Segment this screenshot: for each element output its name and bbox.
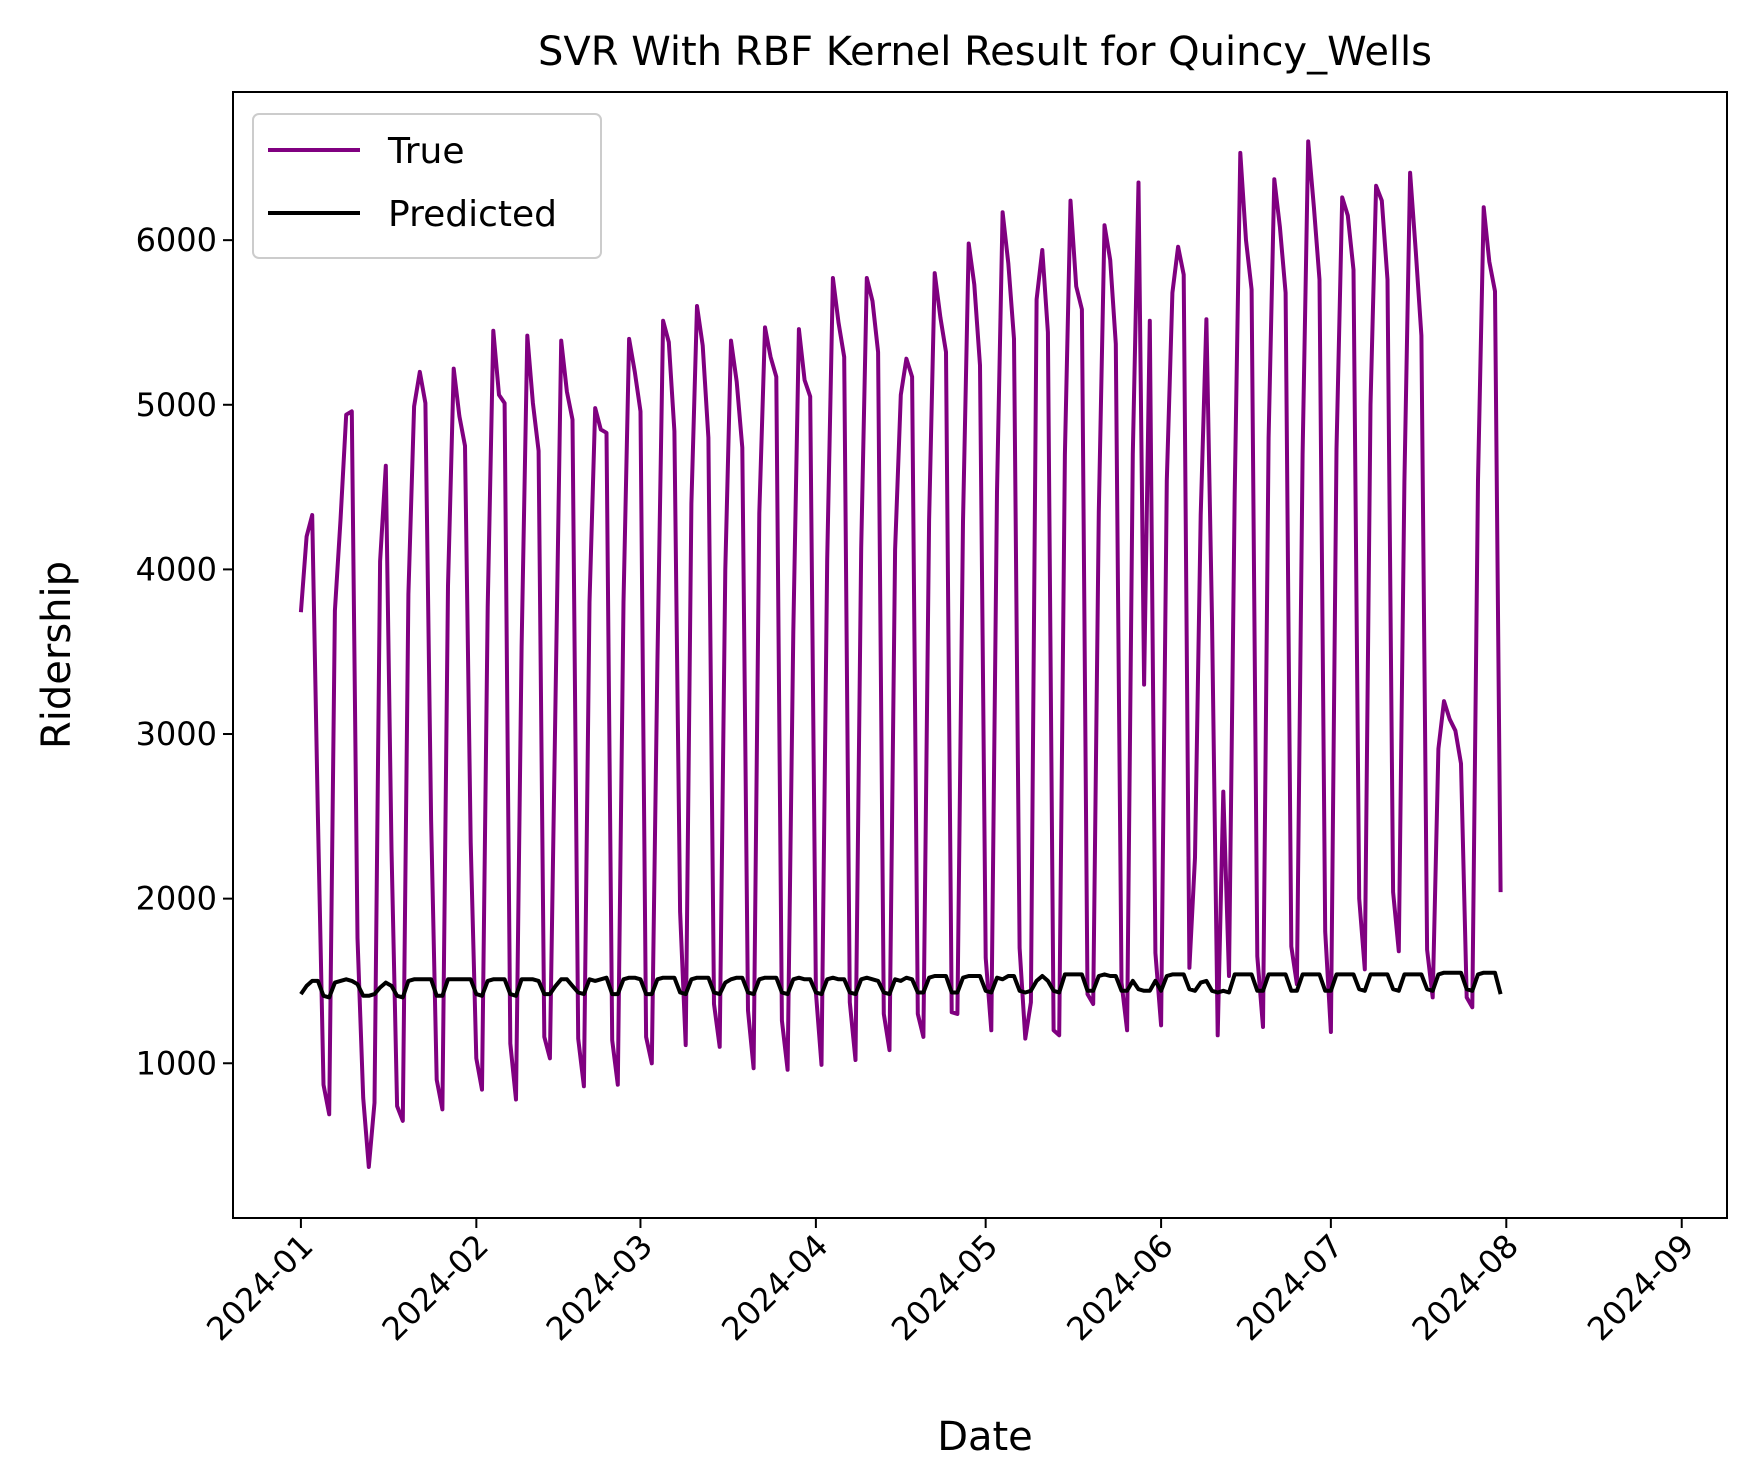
legend-label-true: True <box>387 131 464 172</box>
series-line-predicted <box>299 970 1503 1000</box>
chart-title: SVR With RBF Kernel Result for Quincy_We… <box>538 29 1432 75</box>
series-layer <box>298 139 1503 1169</box>
y-tick-label: 2000 <box>136 880 217 918</box>
plot-frame <box>232 91 1728 1219</box>
y-tick-label: 1000 <box>136 1044 217 1082</box>
y-tick-label: 4000 <box>136 550 217 588</box>
y-tick-label: 3000 <box>136 715 217 753</box>
y-tick-label: 5000 <box>136 386 217 424</box>
y-tick-label: 6000 <box>136 221 217 259</box>
series-line-true <box>298 139 1503 1169</box>
legend: True Predicted <box>252 113 602 259</box>
legend-label-predicted: Predicted <box>388 194 557 235</box>
x-axis-label: Date <box>937 1414 1033 1460</box>
y-axis-label: Ridership <box>34 561 80 749</box>
y-axis: 1000 2000 3000 4000 5000 6000 <box>136 221 233 1082</box>
